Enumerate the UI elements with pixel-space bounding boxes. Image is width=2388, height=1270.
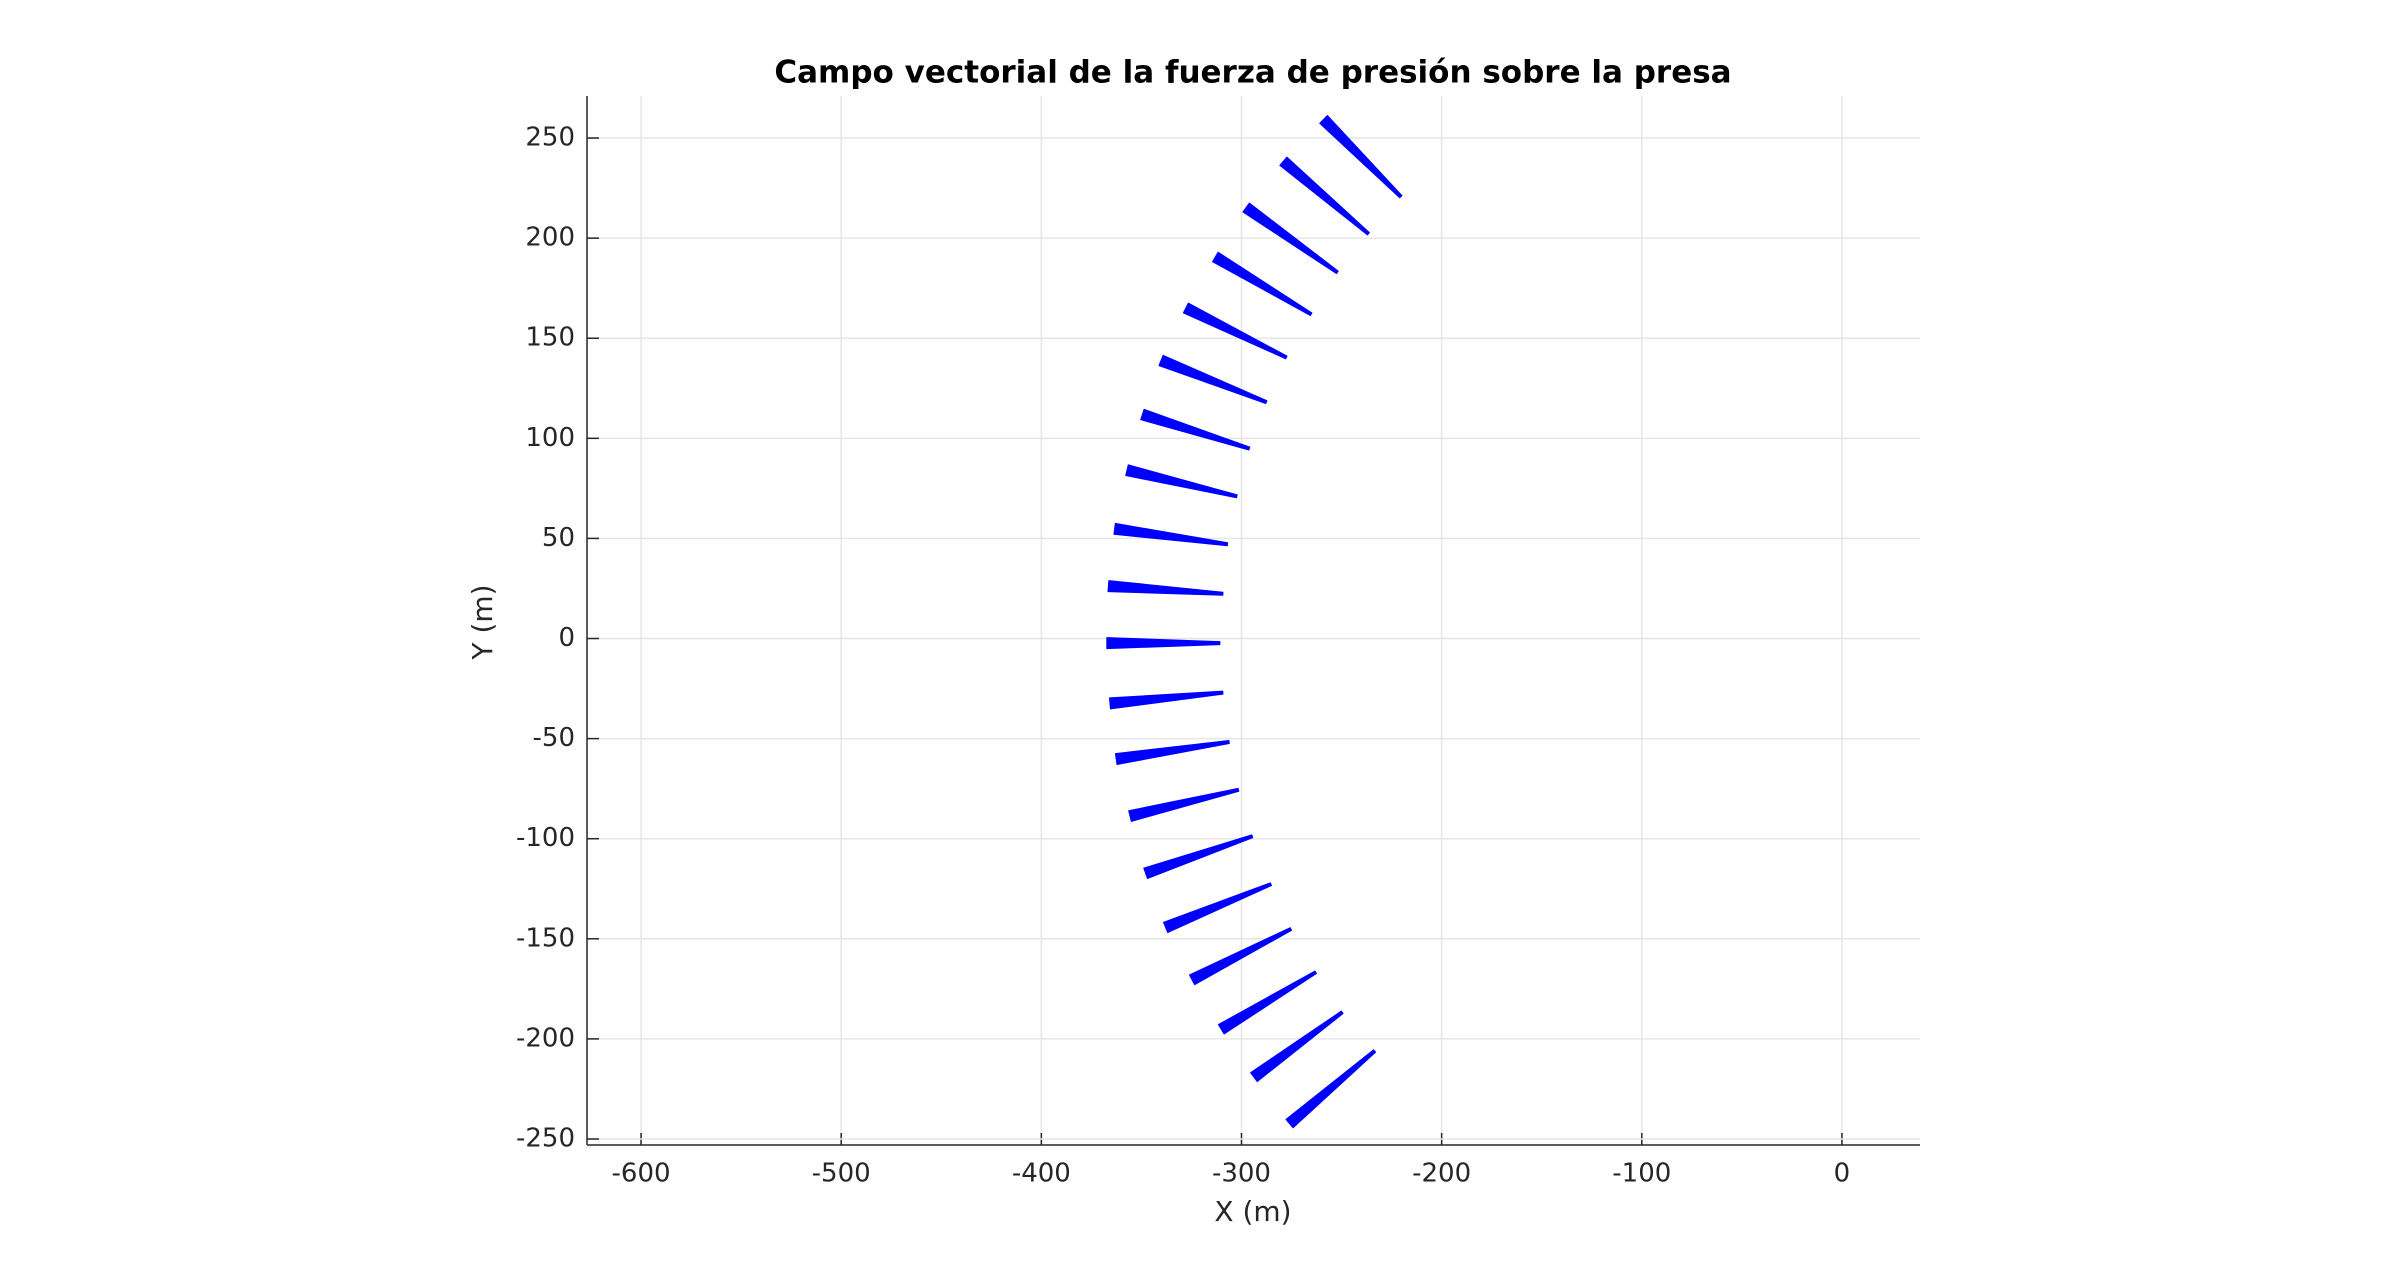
vector-arrow — [1279, 156, 1370, 236]
vector-arrow — [1217, 970, 1317, 1035]
y-tick-label: 200 — [525, 223, 575, 253]
vector-arrow — [1109, 690, 1224, 710]
vector-arrow — [1212, 251, 1313, 316]
y-axis-label: Y (m) — [466, 584, 499, 660]
vector-arrow — [1140, 408, 1251, 451]
y-tick-label: 50 — [542, 523, 575, 553]
y-tick-label: -250 — [516, 1123, 575, 1153]
vector-arrow — [1242, 202, 1339, 275]
x-tick-label: -600 — [612, 1159, 671, 1189]
y-tick-label: 0 — [558, 623, 575, 653]
vector-arrow — [1107, 580, 1224, 596]
y-tick-label: 100 — [525, 423, 575, 453]
vector-arrow — [1114, 740, 1230, 765]
vector-arrow — [1285, 1049, 1377, 1129]
vector-arrow — [1106, 637, 1221, 650]
vector-arrow — [1182, 302, 1288, 360]
vector-arrow — [1113, 522, 1229, 547]
y-tick-label: 250 — [525, 123, 575, 153]
x-tick-label: 0 — [1834, 1159, 1851, 1189]
chart-title: Campo vectorial de la fuerza de presión … — [774, 55, 1731, 91]
x-tick-label: -400 — [1012, 1159, 1071, 1189]
y-tick-label: -200 — [516, 1023, 575, 1053]
x-tick-label: -100 — [1612, 1159, 1671, 1189]
x-axis-label: X (m) — [1214, 1195, 1291, 1228]
x-tick-label: -500 — [812, 1159, 871, 1189]
y-tick-label: -150 — [516, 923, 575, 953]
vector-arrow — [1319, 115, 1403, 199]
y-tick-label: 150 — [525, 323, 575, 353]
vector-arrow — [1189, 927, 1293, 986]
x-tick-label: -300 — [1212, 1159, 1271, 1189]
vector-arrow — [1128, 787, 1240, 822]
vector-arrow — [1250, 1010, 1344, 1083]
y-tick-label: -100 — [516, 823, 575, 853]
vector-arrow — [1125, 464, 1238, 499]
x-tick-label: -200 — [1412, 1159, 1471, 1189]
vector-arrow — [1158, 354, 1268, 404]
vector-arrow — [1163, 882, 1272, 933]
vector-arrow — [1143, 834, 1254, 879]
y-tick-label: -50 — [533, 723, 575, 753]
